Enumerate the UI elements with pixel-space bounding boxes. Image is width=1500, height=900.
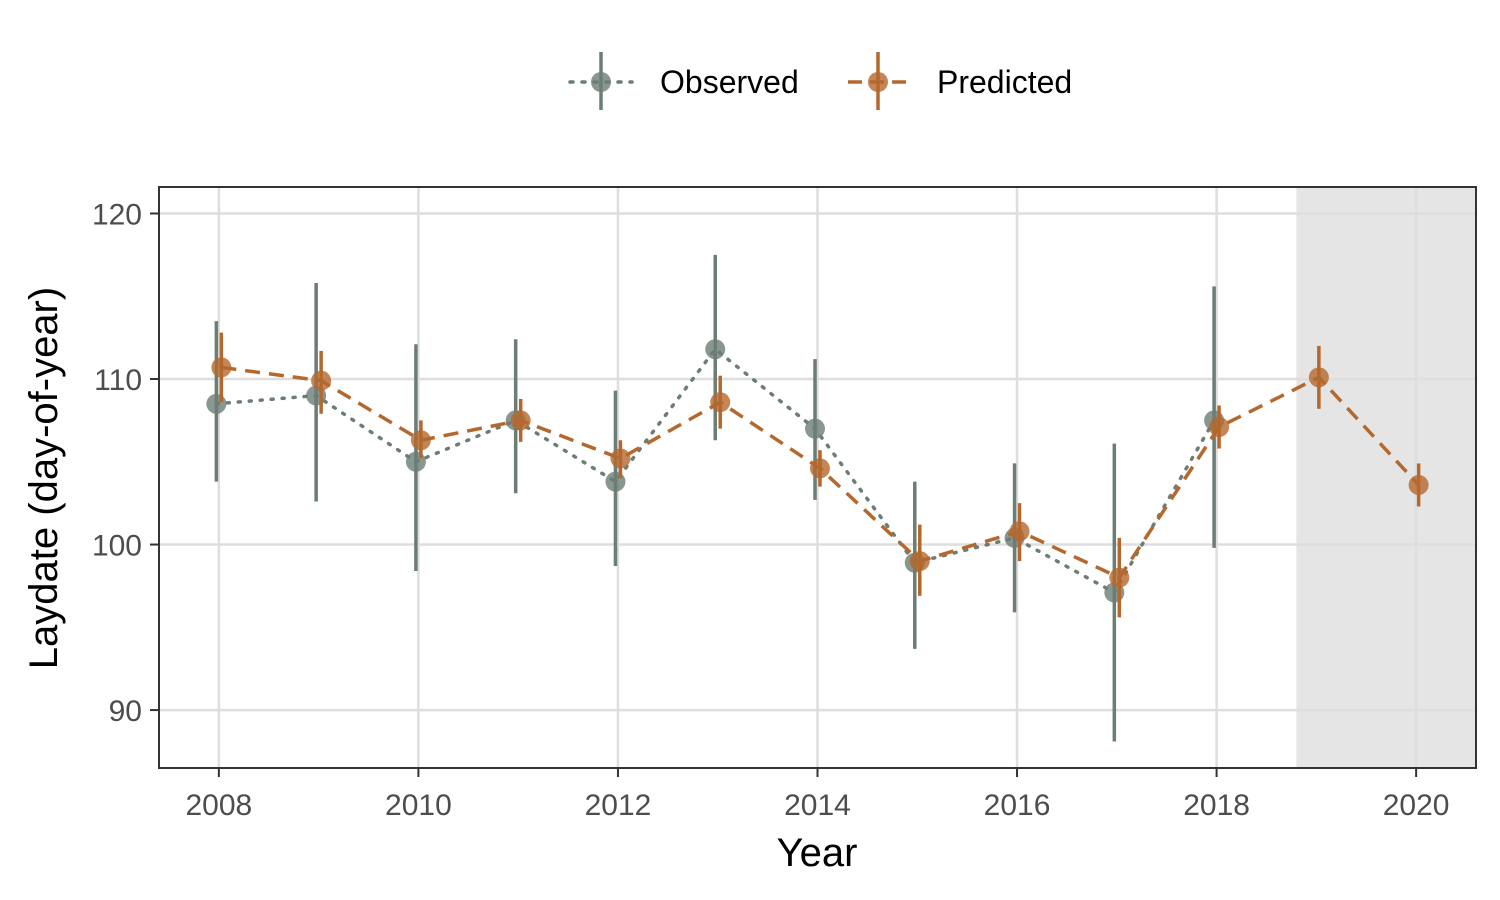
data-point-predicted[interactable] <box>410 430 431 451</box>
data-point-observed[interactable] <box>405 451 426 472</box>
data-point-observed[interactable] <box>605 471 626 492</box>
series-line-observed <box>214 346 1216 595</box>
x-tick-label: 2008 <box>185 789 252 822</box>
data-point-predicted[interactable] <box>1009 521 1030 542</box>
data-point-predicted[interactable] <box>311 370 332 391</box>
legend: Observed Predicted <box>568 52 1072 110</box>
axes: 2008 2010 2012 2014 2016 2018 2020 90 100 110 120 <box>92 198 1450 822</box>
data-point-predicted[interactable] <box>809 458 830 479</box>
x-tick-label: 2020 <box>1383 789 1450 822</box>
data-point-predicted[interactable] <box>909 551 930 572</box>
series-predicted <box>211 332 1429 618</box>
y-tick-label: 110 <box>94 364 142 397</box>
x-tick-label: 2010 <box>385 789 452 822</box>
x-tick-label: 2012 <box>585 789 652 822</box>
legend-key-observed-point <box>591 72 611 92</box>
y-tick-label: 90 <box>109 695 142 728</box>
series-layer <box>206 254 1429 742</box>
legend-item-predicted[interactable]: Predicted <box>848 52 1072 110</box>
x-axis-title: Year <box>777 831 858 875</box>
x-tick-label: 2014 <box>784 789 851 822</box>
data-point-predicted[interactable] <box>1408 474 1429 495</box>
data-point-predicted[interactable] <box>1109 567 1130 588</box>
data-point-observed[interactable] <box>206 393 227 414</box>
data-point-predicted[interactable] <box>1308 367 1329 388</box>
data-point-observed[interactable] <box>805 418 826 439</box>
data-point-predicted[interactable] <box>1209 417 1230 438</box>
x-tick-label: 2018 <box>1183 789 1250 822</box>
y-tick-label: 100 <box>92 530 142 563</box>
legend-label-predicted: Predicted <box>937 64 1072 100</box>
data-point-predicted[interactable] <box>211 357 232 378</box>
forecast-shaded-region <box>1296 187 1476 768</box>
y-tick-label: 120 <box>92 198 142 231</box>
legend-label-observed: Observed <box>660 64 799 100</box>
x-tick-label: 2016 <box>984 789 1051 822</box>
data-point-predicted[interactable] <box>710 392 731 413</box>
data-point-predicted[interactable] <box>610 448 631 469</box>
grid-lines <box>159 187 1476 768</box>
data-point-observed[interactable] <box>705 339 726 360</box>
data-point-predicted[interactable] <box>510 410 531 431</box>
legend-key-predicted-point <box>868 72 888 92</box>
y-axis-title: Laydate (day-of-year) <box>22 287 66 669</box>
legend-item-observed[interactable]: Observed <box>568 52 799 110</box>
